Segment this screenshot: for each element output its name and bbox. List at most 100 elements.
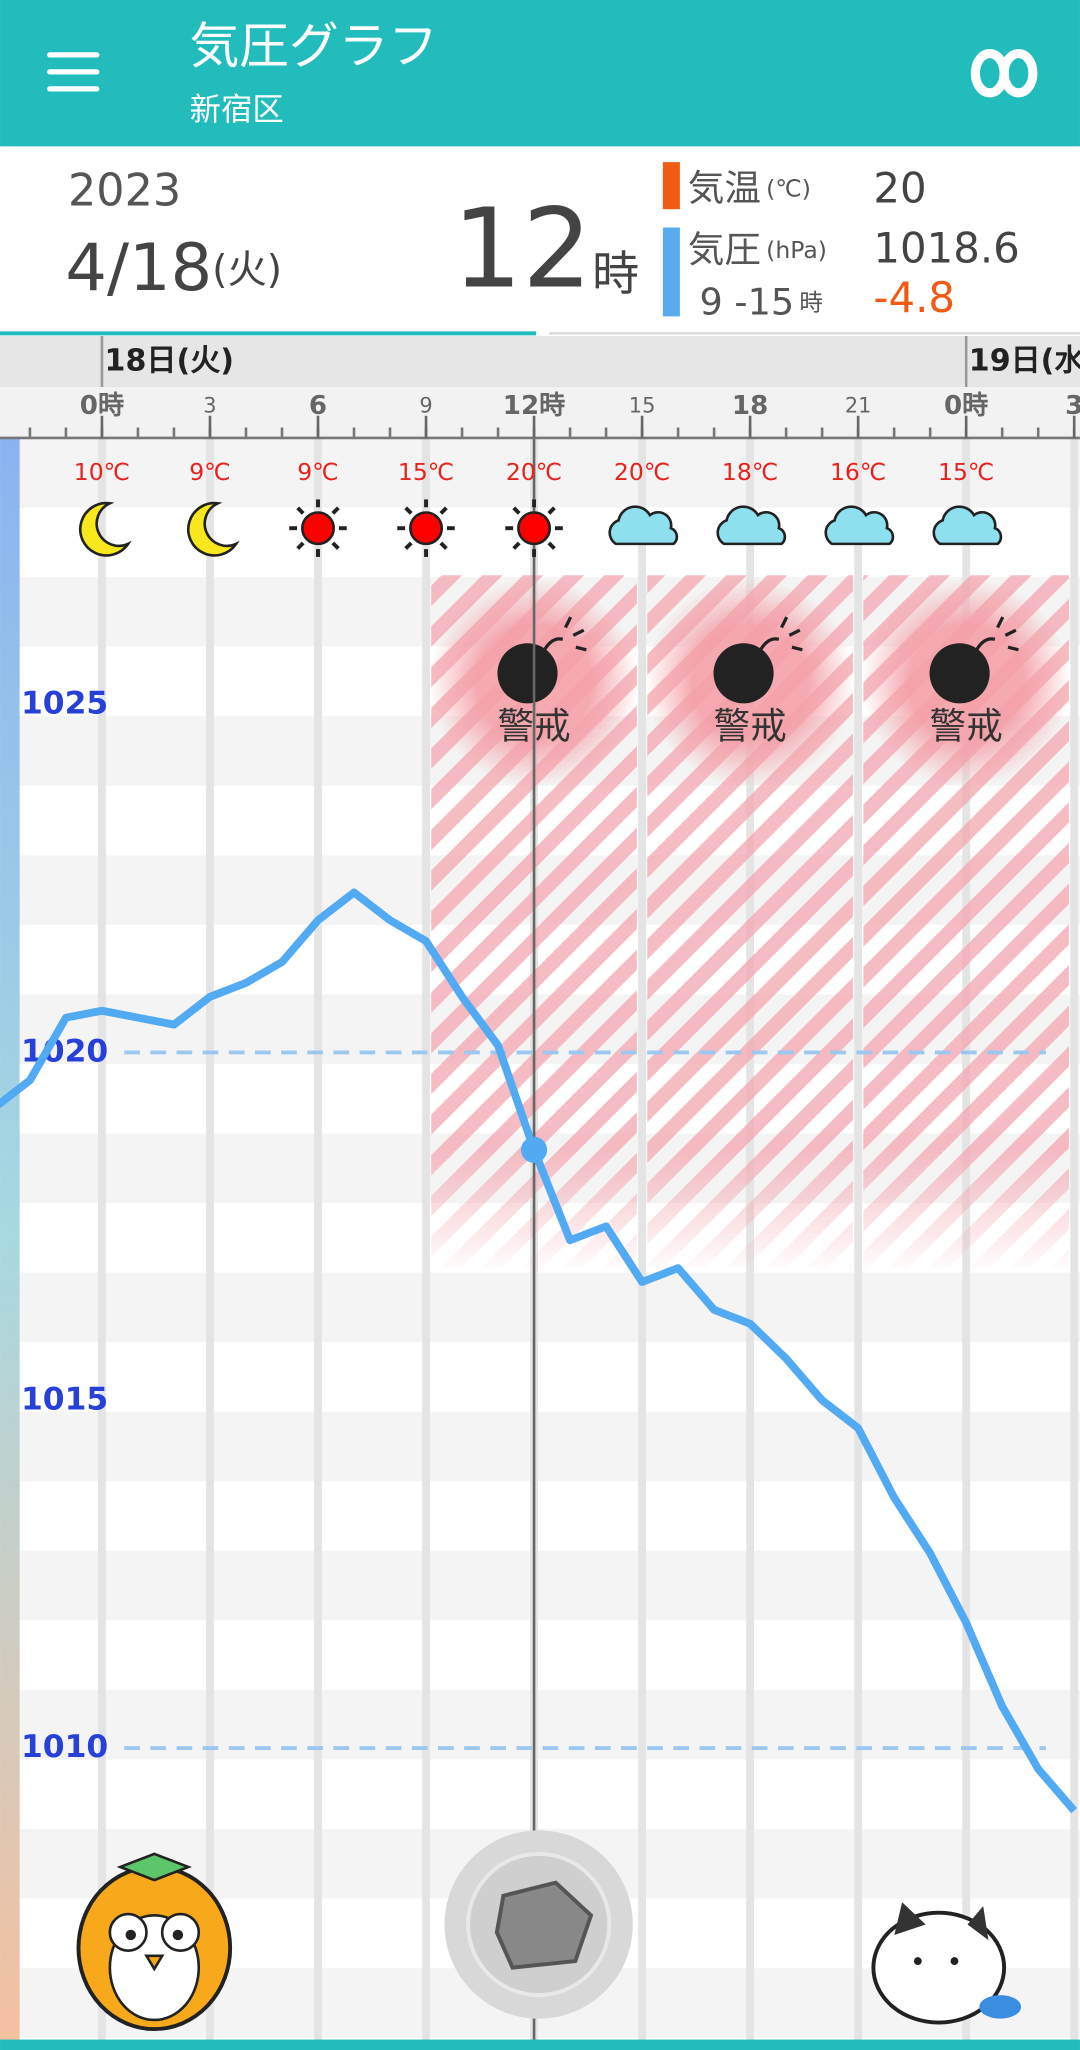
pressure-change: -4.8 xyxy=(873,273,955,322)
y-tick-label: 1010 xyxy=(21,1729,108,1765)
y-tick-label: 1025 xyxy=(21,686,108,722)
temperature: 20℃ xyxy=(614,458,670,486)
info-panel xyxy=(0,146,1080,337)
app-subtitle: 新宿区 xyxy=(190,92,284,128)
bottom-bar xyxy=(0,2039,1080,2050)
weather-icon xyxy=(78,501,132,557)
sun-ray xyxy=(331,506,340,515)
band xyxy=(0,1550,1080,1621)
tick-row xyxy=(0,386,1080,438)
current-point xyxy=(520,1136,548,1163)
pressure-legend xyxy=(662,227,680,317)
cloud-icon xyxy=(824,505,895,546)
pressure-value: 1018.6 xyxy=(873,224,1019,273)
time-axis: 0時 3 6 9 12時 15 18 21 0時 3 18日(火) 19日(水 10℃ 9℃ 9℃ 15℃ 20… xyxy=(0,336,1080,557)
temp-name: 気温 xyxy=(688,166,761,209)
band xyxy=(0,1759,1080,1830)
date-value: 4/18 xyxy=(65,230,212,306)
sun-ray xyxy=(512,506,521,515)
date: 4/18(火) xyxy=(65,230,282,306)
sun-ray xyxy=(296,506,305,515)
band xyxy=(0,1272,1080,1343)
cloud-icon xyxy=(608,505,679,546)
weather-icon xyxy=(397,499,455,557)
weather-icon xyxy=(608,505,679,546)
cloud-icon xyxy=(932,505,1003,546)
x-tick-label: 3 xyxy=(1065,391,1080,421)
temperature: 16℃ xyxy=(830,458,886,486)
cat-character[interactable] xyxy=(871,1902,1022,2025)
menu-button[interactable] xyxy=(47,52,100,92)
temperature: 15℃ xyxy=(938,458,994,486)
range-unit: 時 xyxy=(799,288,823,316)
hour-unit: 時 xyxy=(592,247,639,302)
x-tick-label: 3 xyxy=(203,394,216,418)
moon-icon xyxy=(78,501,132,557)
weather-icon xyxy=(289,499,347,557)
bomb xyxy=(929,643,990,704)
bomb-fuse xyxy=(975,616,1019,652)
hour: 12時 xyxy=(452,185,639,313)
weather-icon xyxy=(505,499,563,557)
hour-value: 12 xyxy=(452,185,592,313)
cloud-icon xyxy=(716,505,787,546)
temperature: 18℃ xyxy=(722,458,778,486)
temperature: 9℃ xyxy=(189,458,230,486)
range-value: 9 -15 xyxy=(700,280,795,323)
weather-icon xyxy=(824,505,895,546)
sun-ray xyxy=(512,541,521,550)
band xyxy=(0,1481,1080,1551)
temp-unit: (℃) xyxy=(766,174,811,202)
pressure-label: 気圧 (hPa) xyxy=(688,228,827,271)
y-tick-label: 1020 xyxy=(21,1033,108,1069)
x-tick-label: 12時 xyxy=(503,391,565,421)
center-button[interactable] xyxy=(444,1830,633,2019)
app-bar xyxy=(0,0,1080,147)
day-label: 18日(火) xyxy=(105,344,234,379)
bomb-fuse xyxy=(759,616,803,652)
temp-value: 20 xyxy=(873,163,926,212)
sun-ray xyxy=(439,506,448,515)
x-tick-label: 0時 xyxy=(944,391,988,421)
x-tick-label: 9 xyxy=(419,394,432,418)
sun-ray xyxy=(547,506,556,515)
sun-ray xyxy=(331,541,340,550)
sun-ray xyxy=(439,541,448,550)
owl-character[interactable] xyxy=(76,1852,233,2032)
band xyxy=(0,1342,1080,1412)
x-tick-label: 18 xyxy=(732,391,768,421)
temperature: 9℃ xyxy=(297,458,338,486)
bomb xyxy=(497,643,558,704)
temp-legend xyxy=(662,162,680,210)
temp-label: 気温 (℃) xyxy=(688,166,811,209)
moon-icon xyxy=(186,501,240,557)
sun-ray xyxy=(404,541,413,550)
warning-label: 警戒 xyxy=(714,705,787,748)
band xyxy=(0,437,1080,508)
x-tick-label: 6 xyxy=(309,391,327,421)
bomb-fuse xyxy=(543,616,587,652)
x-tick-label: 0時 xyxy=(80,391,124,421)
y-tick-label: 1015 xyxy=(21,1381,108,1417)
sun-icon xyxy=(409,511,444,546)
warning-label: 警戒 xyxy=(930,705,1003,748)
pressure-unit: (hPa) xyxy=(766,236,827,264)
x-tick-label: 21 xyxy=(845,394,872,418)
band xyxy=(0,1620,1080,1690)
temperature: 15℃ xyxy=(398,458,454,486)
sun-ray xyxy=(547,541,556,550)
range: 9 -15 時 xyxy=(700,280,823,323)
x-tick-label: 15 xyxy=(629,394,656,418)
sun-ray xyxy=(296,541,305,550)
year: 2023 xyxy=(68,165,181,216)
temperature: 20℃ xyxy=(506,458,562,486)
app-icon[interactable] xyxy=(970,49,1038,98)
temperature: 10℃ xyxy=(74,458,130,486)
sun-icon xyxy=(301,511,336,546)
bomb xyxy=(713,643,774,704)
weather-icon xyxy=(932,505,1003,546)
weekday: (火) xyxy=(212,247,282,292)
band xyxy=(0,1411,1080,1482)
